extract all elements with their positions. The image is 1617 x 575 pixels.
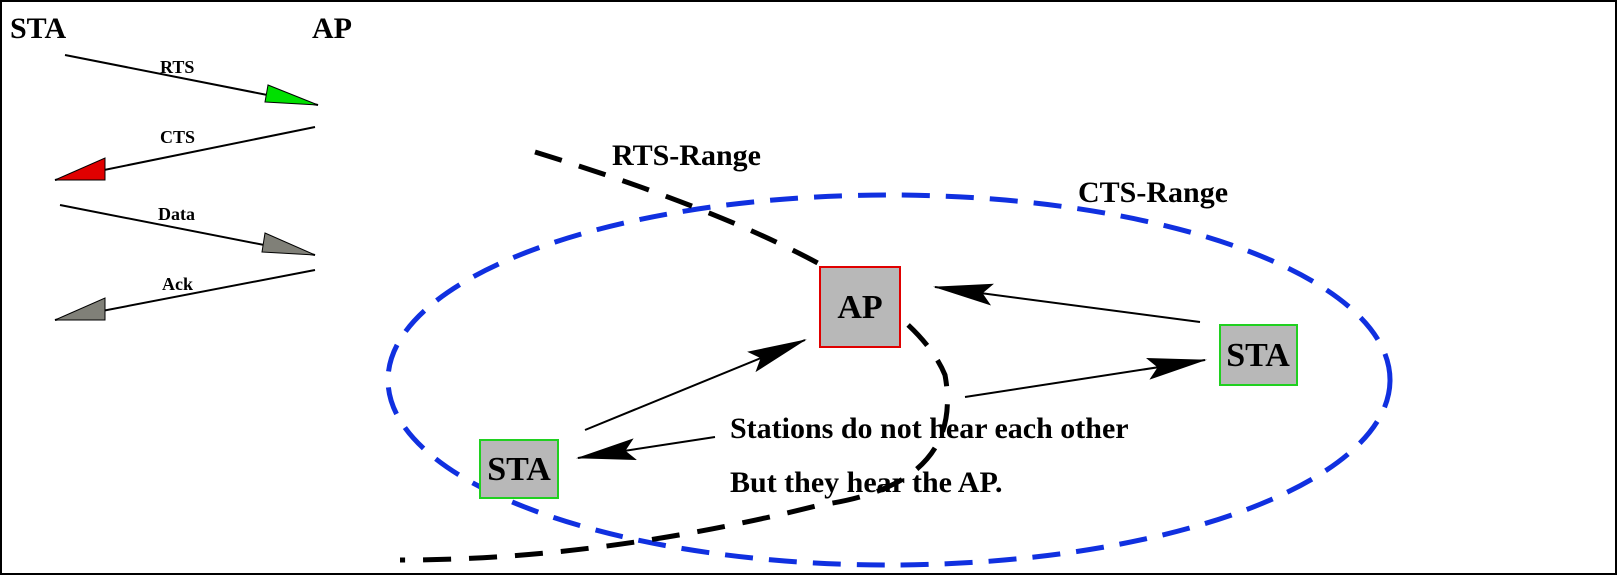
cts-head	[54, 157, 106, 181]
arrow	[933, 283, 1201, 323]
data-head	[261, 232, 316, 256]
msg-label: CTS	[160, 127, 195, 147]
caption-line: Stations do not hear each other	[730, 412, 1129, 445]
seq-left: STA	[10, 12, 66, 45]
rts-range	[399, 149, 950, 563]
node-box	[479, 439, 559, 499]
range-label: RTS-Range	[612, 139, 761, 172]
node-label: AP	[837, 289, 882, 326]
msg-label: RTS	[160, 57, 194, 77]
seq-right: AP	[312, 12, 352, 45]
arrow	[576, 436, 716, 461]
arrow	[584, 339, 807, 431]
rts-head	[264, 84, 319, 106]
msg-label: Ack	[162, 274, 193, 294]
node-label: STA	[487, 451, 551, 488]
node-box	[1219, 324, 1298, 386]
range-label: CTS-Range	[1078, 176, 1228, 209]
ack-head	[54, 297, 106, 321]
caption-line: But they hear the AP.	[730, 466, 1003, 499]
arrow	[964, 357, 1207, 398]
node-label: STA	[1226, 337, 1290, 374]
msg-label: Data	[158, 204, 195, 224]
cts-range	[385, 192, 1393, 568]
node-box	[819, 266, 901, 348]
